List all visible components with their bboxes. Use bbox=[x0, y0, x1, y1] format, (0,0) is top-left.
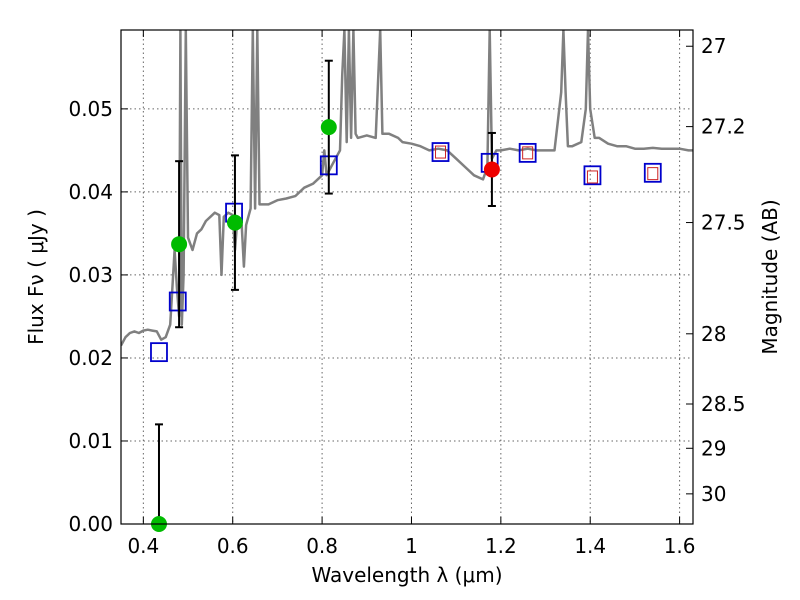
axis-ticks bbox=[121, 30, 693, 525]
y-tick-label: 0.05 bbox=[68, 97, 113, 121]
right-tick-label: 27.2 bbox=[701, 115, 746, 139]
observed-point bbox=[226, 214, 243, 231]
plot-frame bbox=[120, 29, 694, 525]
right-tick-label: 30 bbox=[701, 482, 726, 506]
y-axis-title-left: Flux Fν ( μJy ) bbox=[24, 209, 48, 345]
marker-layer bbox=[150, 59, 662, 532]
x-tick-label: 1.2 bbox=[485, 534, 517, 558]
inner-square-marker bbox=[435, 145, 447, 159]
y-tick-label: 0.03 bbox=[68, 263, 113, 287]
model-photometry-square bbox=[518, 142, 537, 163]
plot-background bbox=[121, 30, 693, 524]
y-tick-label: 0.00 bbox=[68, 512, 113, 536]
inner-square-marker bbox=[647, 167, 659, 181]
inner-square-marker bbox=[522, 146, 534, 160]
axis-tick-labels: 0.4 0.6 0.8 1 1.2 1.4 1.6 0.00 0.01 0.02 0.03 0.04 0… bbox=[68, 34, 745, 558]
model-photometry-square bbox=[583, 165, 602, 186]
observed-point bbox=[320, 119, 337, 136]
x-tick-label: 0.4 bbox=[127, 534, 159, 558]
right-tick-label: 28.5 bbox=[701, 392, 746, 416]
x-tick-label: 1 bbox=[405, 534, 418, 558]
inner-square-marker bbox=[586, 170, 598, 184]
y-tick-label: 0.04 bbox=[68, 180, 113, 204]
y-tick-label: 0.02 bbox=[68, 346, 113, 370]
model-photometry-square bbox=[150, 342, 168, 363]
right-tick-label: 27 bbox=[701, 34, 726, 58]
model-photometry-square bbox=[168, 291, 187, 312]
x-tick-label: 0.6 bbox=[217, 534, 249, 558]
model-photometry-square bbox=[643, 162, 662, 183]
right-tick-label: 27.5 bbox=[701, 211, 746, 235]
right-tick-label: 29 bbox=[701, 436, 726, 460]
x-tick-label: 0.8 bbox=[306, 534, 338, 558]
observed-point bbox=[171, 236, 188, 253]
x-tick-label: 1.6 bbox=[664, 534, 696, 558]
spectrum-layer bbox=[121, 30, 693, 347]
model-photometry-square bbox=[431, 142, 450, 162]
y-axis-title-right: Magnitude (AB) bbox=[758, 199, 782, 354]
spectrum-line bbox=[121, 30, 693, 347]
observed-point-red bbox=[483, 161, 500, 178]
x-axis-title: Wavelength λ (μm) bbox=[311, 563, 502, 587]
y-tick-label: 0.01 bbox=[68, 429, 113, 453]
x-tick-label: 1.4 bbox=[574, 534, 606, 558]
right-tick-label: 28 bbox=[701, 322, 726, 346]
